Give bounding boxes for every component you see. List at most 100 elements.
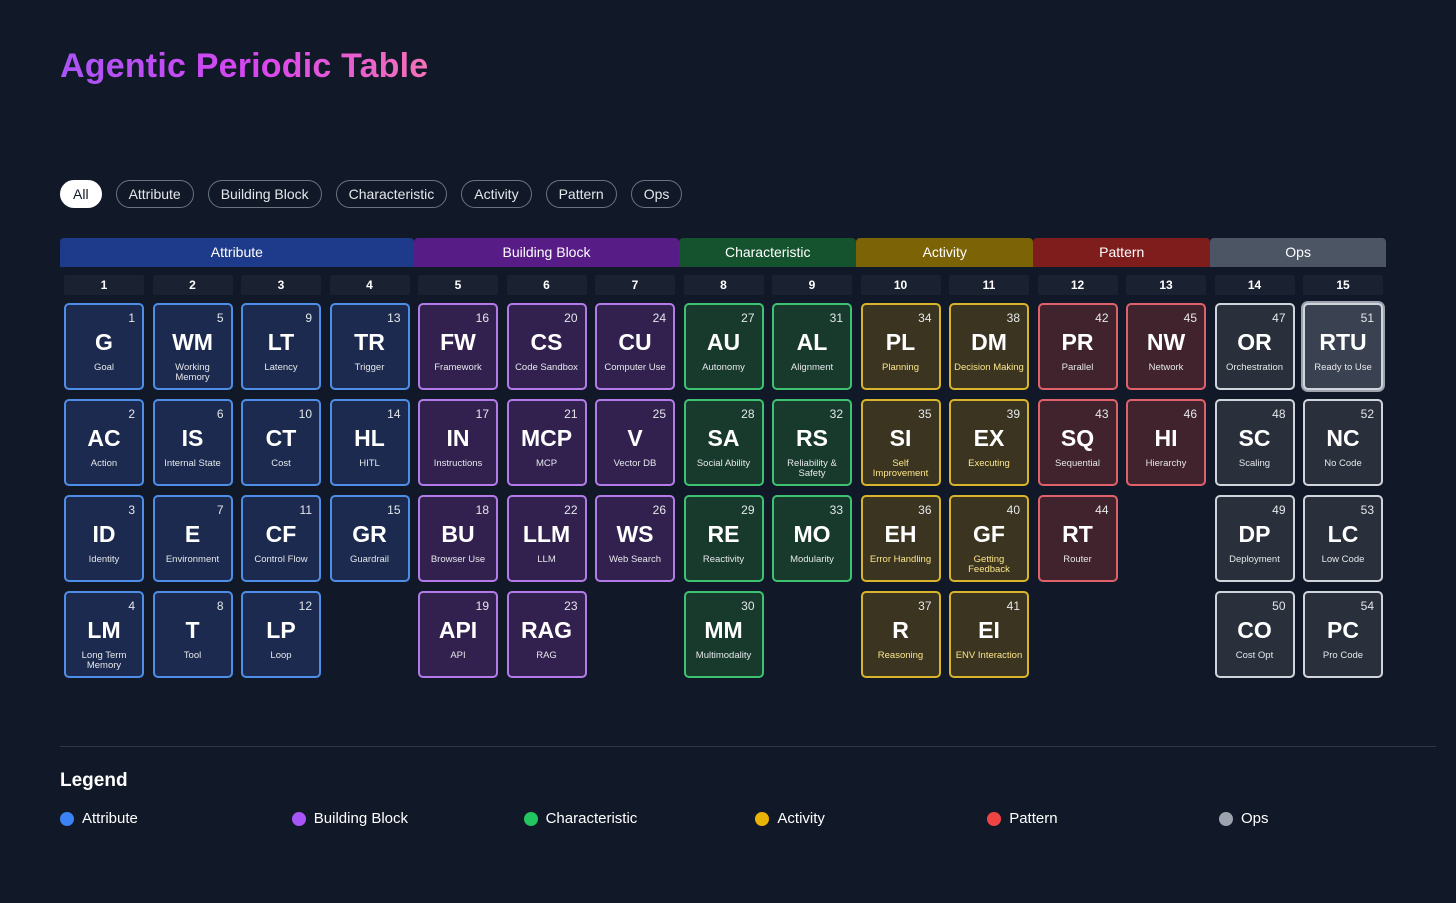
element-number: 4 <box>128 599 135 613</box>
element-cell-nc[interactable]: 52 NC No Code <box>1303 399 1383 486</box>
element-cell-hl[interactable]: 14 HL HITL <box>329 399 410 486</box>
element-number: 42 <box>1095 311 1109 325</box>
element-name: Alignment <box>790 362 834 373</box>
element-cell-api[interactable]: 19 API API <box>418 591 498 678</box>
element-cell-rag[interactable]: 23 RAG RAG <box>506 591 587 678</box>
element-cell-dm[interactable]: 38 DM Decision Making <box>949 303 1029 390</box>
element-cell-nw[interactable]: 45 NW Network <box>1126 303 1206 390</box>
element-number: 53 <box>1360 503 1374 517</box>
element-cell-cu[interactable]: 24 CU Computer Use <box>595 303 675 390</box>
element-cell-eh[interactable]: 36 EH Error Handling <box>860 495 941 582</box>
element-cell-lt[interactable]: 9 LT Latency <box>241 303 321 390</box>
element-cell-rtu[interactable]: 51 RTU Ready to Use <box>1303 303 1383 390</box>
element-cell-lp[interactable]: 12 LP Loop <box>241 591 321 678</box>
element-number: 1 <box>128 311 135 325</box>
element-number: 30 <box>741 599 755 613</box>
element-cell-mo[interactable]: 33 MO Modularity <box>772 495 852 582</box>
element-symbol: NW <box>1146 329 1186 355</box>
element-cell-llm[interactable]: 22 LLM LLM <box>506 495 587 582</box>
element-symbol: WS <box>616 521 654 547</box>
element-name: No Code <box>1324 458 1362 469</box>
element-cell-in[interactable]: 17 IN Instructions <box>418 399 498 486</box>
element-cell-wm[interactable]: 5 WM Working Memory <box>152 303 233 390</box>
filter-pattern[interactable]: Pattern <box>545 180 617 208</box>
element-cell-e[interactable]: 7 E Environment <box>152 495 233 582</box>
element-cell-ws[interactable]: 26 WS Web Search <box>595 495 675 582</box>
filter-characteristic[interactable]: Characteristic <box>335 180 448 208</box>
element-cell-id[interactable]: 3 ID Identity <box>64 495 144 582</box>
column-number: 12 <box>1037 275 1118 295</box>
element-cell-ac[interactable]: 2 AC Action <box>64 399 144 486</box>
element-cell-al[interactable]: 31 AL Alignment <box>772 303 852 390</box>
element-cell-rs[interactable]: 32 RS Reliability & Safety <box>772 399 852 486</box>
element-cell-ex[interactable]: 39 EX Executing <box>949 399 1029 486</box>
element-cell-pr[interactable]: 42 PR Parallel <box>1037 303 1118 390</box>
element-name: Web Search <box>608 554 662 565</box>
element-cell-rt[interactable]: 44 RT Router <box>1037 495 1118 582</box>
element-symbol: WM <box>172 329 213 355</box>
element-symbol: RS <box>796 425 828 451</box>
filter-building-block[interactable]: Building Block <box>207 180 322 208</box>
column-number: 14 <box>1214 275 1295 295</box>
element-number: 24 <box>652 311 666 325</box>
element-name: Long Term Memory <box>81 650 127 671</box>
element-cell-or[interactable]: 47 OR Orchestration <box>1214 303 1295 390</box>
element-cell-sc[interactable]: 48 SC Scaling <box>1214 399 1295 486</box>
element-cell-pl[interactable]: 34 PL Planning <box>860 303 941 390</box>
element-number: 11 <box>299 503 312 517</box>
element-cell-r[interactable]: 37 R Reasoning <box>860 591 941 678</box>
element-cell-ei[interactable]: 41 EI ENV Interaction <box>949 591 1029 678</box>
filter-all[interactable]: All <box>60 180 102 208</box>
element-cell-mm[interactable]: 30 MM Multimodality <box>683 591 764 678</box>
element-cell-cf[interactable]: 11 CF Control Flow <box>241 495 321 582</box>
element-cell-si[interactable]: 35 SI Self Improvement <box>860 399 941 486</box>
element-name: Network <box>1148 362 1184 373</box>
element-cell-hi[interactable]: 46 HI Hierarchy <box>1126 399 1206 486</box>
element-cell-ct[interactable]: 10 CT Cost <box>241 399 321 486</box>
element-cell-au[interactable]: 27 AU Autonomy <box>683 303 764 390</box>
element-symbol: EI <box>978 617 1000 643</box>
element-name: Error Handling <box>869 554 932 565</box>
legend-dot-icon <box>1219 812 1233 826</box>
element-cell-dp[interactable]: 49 DP Deployment <box>1214 495 1295 582</box>
legend-dot-icon <box>523 812 538 826</box>
element-cell-fw[interactable]: 16 FW Framework <box>418 303 498 390</box>
element-cell-pc[interactable]: 54 PC Pro Code <box>1303 591 1383 678</box>
element-cell-lc[interactable]: 53 LC Low Code <box>1303 495 1383 582</box>
element-cell-sq[interactable]: 43 SQ Sequential <box>1037 399 1118 486</box>
element-cell-cs[interactable]: 20 CS Code Sandbox <box>506 303 587 390</box>
element-cell-bu[interactable]: 18 BU Browser Use <box>418 495 498 582</box>
element-cell-t[interactable]: 8 T Tool <box>152 591 233 678</box>
element-name: Planning <box>882 362 919 373</box>
element-cell-g[interactable]: 1 G Goal <box>64 303 144 390</box>
element-cell-co[interactable]: 50 CO Cost Opt <box>1214 591 1295 678</box>
element-name: Getting Feedback <box>968 554 1010 575</box>
element-cell-lm[interactable]: 4 LM Long Term Memory <box>64 591 144 678</box>
element-name: Loop <box>270 650 292 661</box>
element-number: 10 <box>298 407 312 421</box>
element-symbol: RE <box>707 521 740 547</box>
filter-attribute[interactable]: Attribute <box>115 180 194 208</box>
element-number: 33 <box>829 503 843 517</box>
element-cell-re[interactable]: 29 RE Reactivity <box>683 495 764 582</box>
filter-ops[interactable]: Ops <box>630 180 683 208</box>
element-number: 40 <box>1006 503 1020 517</box>
element-symbol: LT <box>267 329 295 355</box>
element-cell-is[interactable]: 6 IS Internal State <box>152 399 233 486</box>
element-name: Executing <box>968 458 1010 469</box>
element-name: Latency <box>264 362 298 373</box>
element-cell-sa[interactable]: 28 SA Social Ability <box>683 399 764 486</box>
element-symbol: CT <box>265 425 297 451</box>
element-cell-gr[interactable]: 15 GR Guardrail <box>329 495 410 582</box>
element-cell-gf[interactable]: 40 GF Getting Feedback <box>949 495 1029 582</box>
element-cell-tr[interactable]: 13 TR Trigger <box>329 303 410 390</box>
element-cell-v[interactable]: 25 V Vector DB <box>595 399 675 486</box>
column-number: 7 <box>595 275 675 295</box>
element-symbol: AC <box>87 425 121 451</box>
legend: Attribute Building Block Characteristic Act… <box>60 808 1436 832</box>
category-header-attribute: Attribute <box>60 238 414 267</box>
element-cell-mcp[interactable]: 21 MCP MCP <box>506 399 587 486</box>
filter-activity[interactable]: Activity <box>461 180 532 208</box>
divider <box>60 746 1436 747</box>
